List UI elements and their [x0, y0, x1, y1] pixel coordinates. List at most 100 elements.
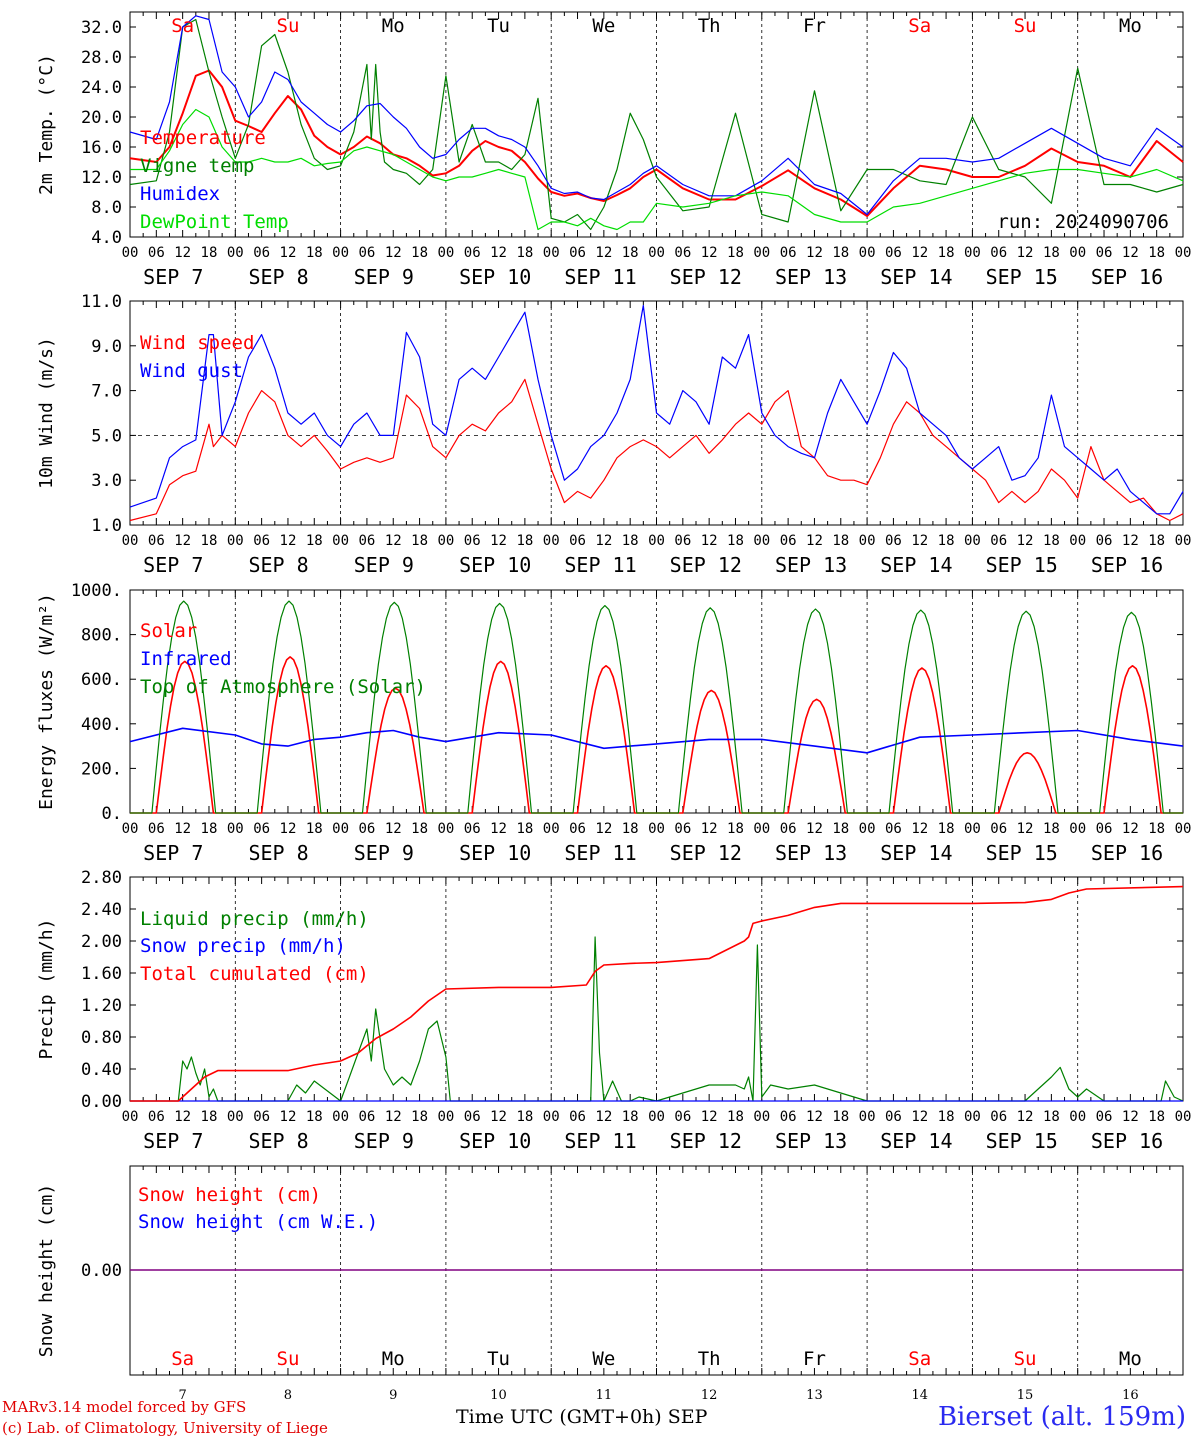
date-label: SEP 12: [670, 553, 742, 577]
panel-4: 00 06 12 18 00 06 12 18 00 06 12 18 00 06 12 18 00 06 12 18…: [36, 868, 1191, 1153]
hour-tick-label: 06: [990, 245, 1007, 261]
hour-tick-label: 00: [543, 821, 560, 837]
y-tick-label: 1.60: [81, 964, 122, 984]
weekday-label: Su: [1014, 15, 1037, 37]
legend-label: Liquid precip (mm/h): [140, 908, 369, 930]
hour-tick-label: 00: [1175, 821, 1192, 837]
hour-tick-label: 18: [832, 245, 849, 261]
hour-tick-label: 12: [1122, 533, 1139, 549]
hour-tick-label: 00: [332, 821, 349, 837]
y-tick-label: 1.20: [81, 996, 122, 1016]
y-tick-label: 2.00: [81, 932, 122, 952]
hour-tick-label: 00: [859, 821, 876, 837]
hour-tick-label: 00: [648, 821, 665, 837]
y-axis-title: Energy fluxes (W/m²): [36, 593, 57, 810]
y-tick-label: 16.0: [81, 138, 122, 158]
legend-label: DewPoint Temp: [140, 211, 289, 233]
y-tick-label: 3.0: [91, 471, 122, 491]
y-tick-label: 2.40: [81, 900, 122, 920]
hour-tick-label: 12: [1122, 821, 1139, 837]
hour-tick-label: 00: [543, 245, 560, 261]
hour-tick-label: 18: [306, 1109, 323, 1125]
date-label: SEP 7: [143, 265, 203, 289]
hour-tick-label: 12: [911, 1109, 928, 1125]
y-tick-label: 4.0: [91, 228, 122, 248]
hour-tick-label: 00: [437, 821, 454, 837]
date-label: SEP 14: [880, 553, 952, 577]
y-tick-label: 8.0: [91, 198, 122, 218]
station-name: Bierset (alt. 159m): [937, 1402, 1186, 1432]
y-tick-label: 11.0: [81, 292, 122, 312]
hour-tick-label: 12: [490, 533, 507, 549]
hour-tick-label: 12: [385, 1109, 402, 1125]
hour-tick-label: 06: [780, 1109, 797, 1125]
hour-tick-label: 00: [1175, 1109, 1192, 1125]
hour-tick-label: 06: [464, 1109, 481, 1125]
series-humidex: [129, 15, 1184, 216]
day-number: 14: [911, 1388, 928, 1403]
hour-tick-label: 06: [990, 533, 1007, 549]
hour-tick-label: 06: [780, 821, 797, 837]
date-label: SEP 7: [143, 553, 203, 577]
hour-tick-label: 06: [148, 533, 165, 549]
hour-tick-label: 06: [253, 245, 270, 261]
run-label: run: 2024090706: [997, 211, 1169, 233]
hour-tick-label: 12: [280, 245, 297, 261]
date-label: SEP 14: [880, 1129, 952, 1153]
hour-tick-label: 18: [201, 533, 218, 549]
hour-tick-label: 00: [1069, 1109, 1086, 1125]
date-label: SEP 11: [564, 265, 636, 289]
hour-tick-label: 18: [832, 821, 849, 837]
hour-tick-label: 00: [648, 533, 665, 549]
hour-tick-label: 12: [595, 821, 612, 837]
hour-tick-label: 06: [464, 533, 481, 549]
hour-tick-label: 06: [569, 245, 586, 261]
legend-label: Top of Atmosphere (Solar): [140, 676, 426, 698]
hour-tick-label: 18: [622, 1109, 639, 1125]
date-label: SEP 12: [670, 841, 742, 865]
hour-tick-label: 12: [595, 1109, 612, 1125]
hour-tick-label: 00: [859, 245, 876, 261]
hour-tick-label: 18: [306, 821, 323, 837]
legend-label: Vigne temp: [140, 155, 254, 177]
panel-1: 00 06 12 18 00 06 12 18 00 06 12 18 00 06 12 18 00 06 12 18…: [36, 11, 1191, 289]
hour-tick-label: 00: [332, 533, 349, 549]
hour-tick-label: 06: [990, 1109, 1007, 1125]
weekday-label: Mo: [1119, 1348, 1142, 1370]
weekday-label: Su: [277, 15, 300, 37]
hour-tick-label: 12: [280, 1109, 297, 1125]
hour-tick-label: 00: [964, 821, 981, 837]
day-number: 13: [806, 1388, 823, 1403]
legend-label: Snow precip (mm/h): [140, 935, 346, 957]
hour-tick-label: 12: [595, 245, 612, 261]
hour-tick-label: 06: [885, 245, 902, 261]
y-tick-label: 0.00: [81, 1261, 122, 1281]
hour-tick-label: 00: [122, 245, 139, 261]
y-tick-label: 0.: [102, 804, 122, 824]
y-tick-label: 0.40: [81, 1060, 122, 1080]
date-label: SEP 10: [459, 841, 531, 865]
hour-tick-label: 18: [1043, 245, 1060, 261]
hour-tick-label: 18: [938, 533, 955, 549]
series-top-of-atmosphere-solar-: [130, 600, 1183, 814]
weekday-label: Mo: [1119, 15, 1142, 37]
legend-label: Total cumulated (cm): [140, 963, 369, 985]
hour-tick-label: 18: [1043, 533, 1060, 549]
hour-tick-label: 18: [622, 245, 639, 261]
date-label: SEP 8: [248, 265, 308, 289]
hour-tick-label: 12: [806, 821, 823, 837]
series-total-cumulated-cm-: [130, 885, 1184, 1102]
legend-label: Wind gust: [140, 360, 243, 382]
weekday-label: Sa: [908, 15, 931, 37]
hour-tick-label: 00: [122, 533, 139, 549]
y-tick-label: 24.0: [81, 78, 122, 98]
hour-tick-label: 18: [938, 245, 955, 261]
hour-tick-label: 06: [358, 1109, 375, 1125]
hour-tick-label: 06: [148, 821, 165, 837]
hour-tick-label: 18: [1043, 1109, 1060, 1125]
hour-tick-label: 06: [358, 821, 375, 837]
y-axis-title: Precip (mm/h): [36, 919, 57, 1060]
legend-label: Infrared: [140, 648, 232, 670]
weekday-label: Th: [698, 1348, 721, 1370]
hour-tick-label: 06: [1096, 533, 1113, 549]
